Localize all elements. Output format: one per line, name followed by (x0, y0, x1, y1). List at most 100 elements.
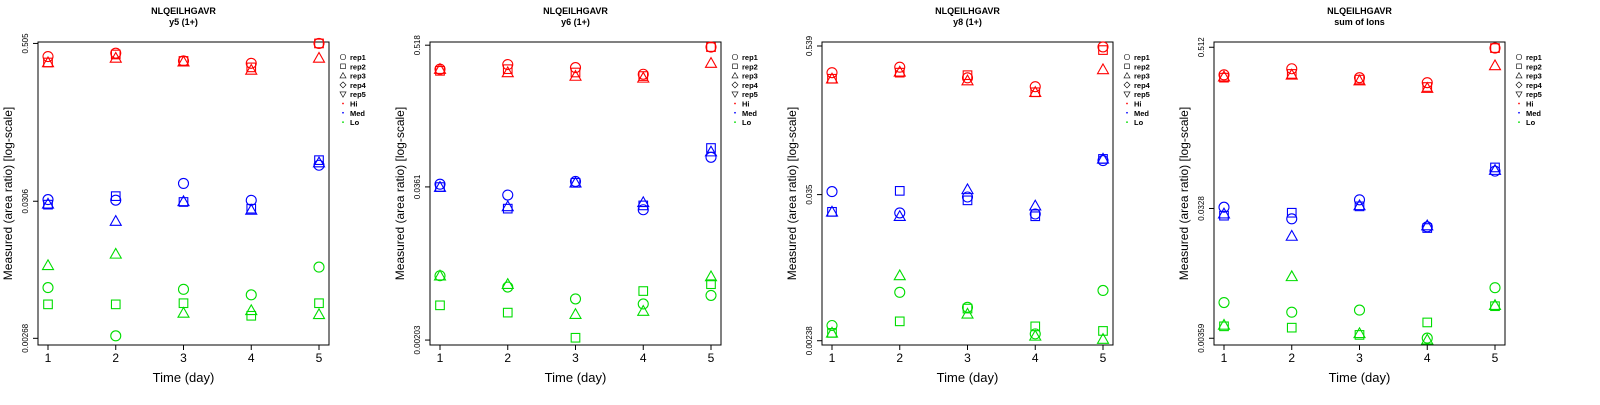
data-point (313, 159, 325, 171)
data-point (1029, 208, 1041, 220)
data-point (502, 189, 514, 201)
legend-marker (1123, 91, 1131, 98)
data-point (1422, 317, 1433, 328)
data-point (1218, 296, 1230, 309)
data-point (1490, 162, 1500, 173)
legend-marker (342, 111, 344, 114)
legend-marker (1123, 71, 1131, 79)
x-tick-label: 1 (437, 351, 444, 365)
data-point (704, 56, 718, 68)
data-point (1489, 42, 1501, 54)
legend-label: rep1 (350, 53, 366, 62)
data-point (1286, 306, 1298, 318)
data-point (636, 195, 650, 208)
legend-label: Lo (1134, 118, 1144, 127)
legend-marker (339, 81, 347, 89)
data-point (706, 42, 716, 52)
data-point (1353, 198, 1366, 211)
data-point (110, 194, 122, 206)
x-tick-label: 5 (1100, 351, 1107, 365)
data-point (244, 63, 258, 75)
data-point (638, 286, 649, 296)
data-point (704, 269, 718, 282)
data-point (177, 55, 190, 67)
legend-label: rep3 (1134, 72, 1150, 81)
legend-label: rep1 (1134, 53, 1150, 62)
x-axis-label: Time (day) (937, 370, 999, 385)
data-point (1028, 199, 1042, 211)
data-point (502, 58, 514, 71)
data-point (177, 283, 190, 295)
data-point (894, 61, 906, 73)
data-point (41, 197, 55, 209)
legend-marker (1123, 81, 1131, 89)
y-tick-label: 0.0361 (413, 174, 422, 199)
data-point (1096, 62, 1110, 75)
chart-title: NLQEILHGAVR (151, 6, 216, 16)
data-point (1353, 194, 1366, 206)
data-point (1096, 332, 1110, 344)
legend-marker (342, 102, 344, 105)
data-point (1489, 165, 1501, 177)
data-point (1219, 72, 1229, 83)
data-point (1028, 329, 1042, 341)
data-point (1285, 229, 1299, 241)
y-axis-label: Measured (area ratio) [log-scale] (393, 107, 407, 280)
chart-subtitle: sum of Ions (1334, 17, 1385, 27)
legend-marker (731, 53, 739, 61)
data-point (706, 279, 716, 290)
legend-label: rep1 (742, 53, 758, 62)
data-point (826, 319, 838, 332)
data-point (312, 51, 326, 63)
data-point (636, 71, 650, 83)
data-point (637, 204, 649, 216)
y-tick-label: 0.539 (805, 35, 814, 56)
x-tick-label: 2 (112, 351, 119, 365)
data-point (43, 199, 53, 210)
legend-marker (734, 121, 736, 123)
legend-label: rep2 (1134, 62, 1150, 71)
data-point (1030, 211, 1041, 222)
data-point (177, 194, 190, 207)
data-point (894, 207, 906, 219)
data-point (1353, 72, 1366, 84)
legend-label: rep2 (742, 62, 758, 71)
legend-label: Hi (1526, 100, 1534, 109)
data-point (894, 186, 905, 196)
plot-frame (37, 41, 330, 346)
legend-label: rep2 (1526, 62, 1542, 71)
legend-label: Hi (350, 100, 358, 109)
data-point (245, 289, 257, 301)
legend-marker (339, 53, 347, 61)
data-point (178, 298, 189, 309)
data-point (313, 37, 325, 49)
legend-label: rep3 (1526, 72, 1542, 81)
data-point (893, 209, 907, 222)
data-point (1286, 63, 1298, 75)
data-point (501, 65, 515, 78)
data-point (110, 47, 122, 59)
x-tick-label: 4 (1424, 351, 1431, 365)
data-point (244, 303, 258, 316)
x-tick-label: 3 (964, 351, 971, 365)
legend-label: Hi (1134, 100, 1142, 109)
data-point (245, 57, 257, 69)
legend-marker (732, 63, 738, 69)
data-point (1353, 73, 1366, 86)
data-point (1490, 301, 1500, 312)
legend-label: Med (742, 109, 757, 118)
data-point (314, 155, 324, 165)
legend-label: rep3 (350, 72, 366, 81)
legend-marker (731, 71, 739, 79)
y-tick-label: 0.0328 (1197, 196, 1206, 221)
legend-label: rep5 (350, 90, 366, 99)
plot-frame (429, 41, 722, 346)
data-point (1098, 326, 1108, 336)
legend-marker (731, 81, 739, 89)
x-tick-label: 1 (1221, 351, 1228, 365)
data-point (825, 326, 839, 338)
data-point (313, 261, 325, 273)
legend-label: rep3 (742, 72, 758, 81)
